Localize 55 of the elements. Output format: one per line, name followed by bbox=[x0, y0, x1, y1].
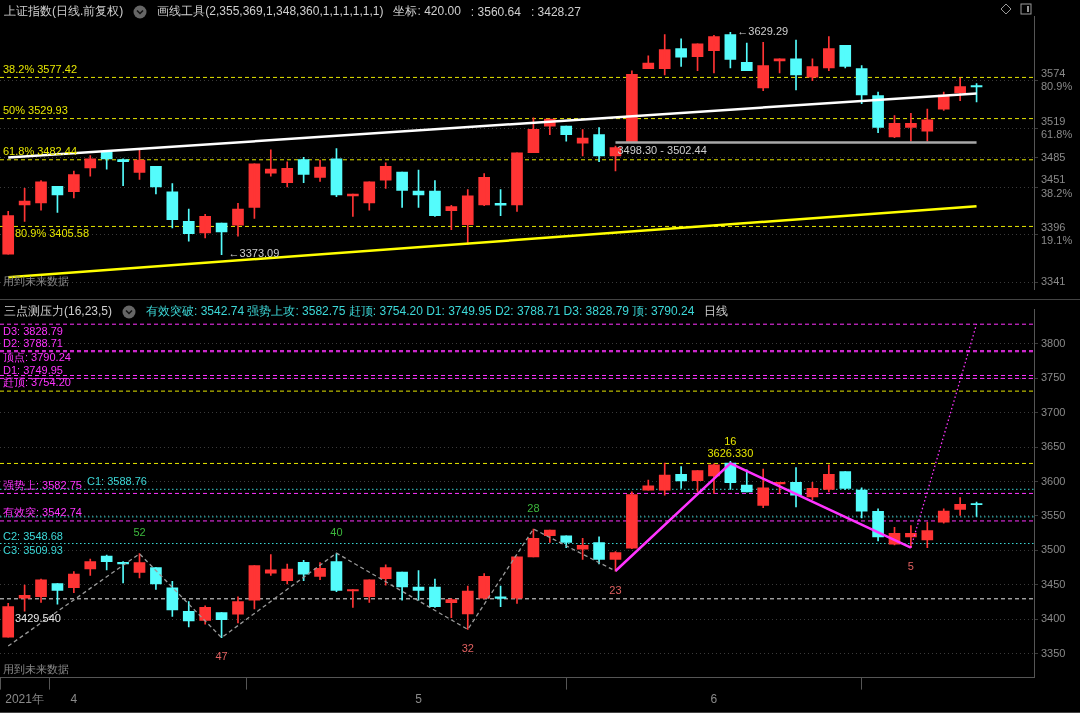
y-tick-label: 3750 bbox=[1041, 371, 1066, 384]
annotation: 日线 bbox=[704, 303, 729, 320]
y-tick-label: 3600 bbox=[1041, 474, 1066, 487]
chart-title: 三点测压力(16,23,5) bbox=[4, 303, 113, 320]
ref-line-label: D2: 3788.71 bbox=[3, 337, 63, 350]
annotation: 坐标: 420.00 bbox=[393, 3, 461, 20]
ref-line-label: C2: 3548.68 bbox=[3, 530, 63, 543]
annotation: 32 bbox=[461, 641, 474, 654]
annotation: 52 bbox=[133, 526, 146, 539]
y-tick-label: 3500 bbox=[1041, 543, 1066, 556]
ref-line-label: 顶点: 3790.24 bbox=[3, 351, 71, 364]
y-tick-label: 3400 bbox=[1041, 612, 1066, 625]
annotation: 16 bbox=[724, 434, 737, 447]
annotation: ←3373.09 bbox=[228, 247, 280, 260]
annotation: 用到未来数据 bbox=[3, 274, 69, 287]
y-tick-label: 3341 bbox=[1041, 275, 1066, 288]
annotation: 28 bbox=[527, 501, 540, 514]
x-tick-label: 4 bbox=[70, 692, 78, 707]
ref-line-label: C3: 3509.93 bbox=[3, 544, 63, 557]
annotation: : 3560.64 bbox=[470, 4, 521, 19]
y-tick-label: 3451 38.2% bbox=[1041, 173, 1073, 199]
ref-line-label: D1: 3749.95 bbox=[3, 363, 63, 376]
annotation: 5 bbox=[907, 560, 914, 573]
y-tick-label: 3519 61.8% bbox=[1041, 114, 1073, 140]
y-tick-label: 3450 bbox=[1041, 577, 1066, 590]
ref-line-label: C1: 3588.76 bbox=[87, 474, 147, 487]
y-tick-label: 3574 80.9% bbox=[1041, 66, 1073, 93]
chart-subtitle: 有效突破: 3542.74 强势上攻: 3582.75 赶顶: 3754.20 D1: 3749.95 D2: 3788.71 D3: 3828.79 顶: 3790.24 bbox=[146, 303, 695, 320]
ref-line-label: D3: 3828.79 bbox=[3, 324, 63, 337]
y-tick-label: 3650 bbox=[1041, 440, 1066, 453]
y-tick-label: 3350 bbox=[1041, 646, 1066, 659]
ref-line-label: 赶顶: 3754.20 bbox=[3, 376, 71, 389]
y-tick-label: 3700 bbox=[1041, 405, 1066, 418]
ref-line-label: 强势上: 3582.75 bbox=[3, 478, 82, 491]
ref-line-label: 3429.540 bbox=[15, 612, 61, 625]
ref-line-label: 50% 3529.93 bbox=[3, 104, 68, 117]
annotation: 40 bbox=[330, 525, 343, 538]
y-tick-label: 3396 19.1% bbox=[1041, 221, 1073, 247]
ref-line-label: 80.9% 3405.58 bbox=[15, 226, 90, 239]
annotation: ←3629.29 bbox=[737, 24, 789, 37]
y-tick-label: 3550 bbox=[1041, 508, 1066, 521]
y-tick-label: 3800 bbox=[1041, 337, 1066, 350]
chart-title: 上证指数(日线.前复权) bbox=[4, 3, 124, 20]
annotation: : 3428.27 bbox=[530, 4, 581, 19]
chart-subtitle: 画线工具(2,355,369,1,348,360,1,1,1,1,1,1) bbox=[157, 3, 384, 20]
annotation: 47 bbox=[215, 650, 228, 663]
annotation: 3626.330 bbox=[707, 446, 754, 459]
ref-line-label: 有效突: 3542.74 bbox=[3, 506, 82, 519]
ref-line-label: 38.2% 3577.42 bbox=[3, 62, 78, 75]
x-tick-label: 6 bbox=[710, 692, 718, 707]
annotation: 用到未来数据 bbox=[3, 663, 69, 676]
annotation: 23 bbox=[609, 583, 622, 596]
x-tick-label: 2021年 bbox=[5, 692, 44, 707]
y-tick-label: 3485 bbox=[1041, 150, 1066, 163]
x-tick-label: 5 bbox=[415, 692, 423, 707]
